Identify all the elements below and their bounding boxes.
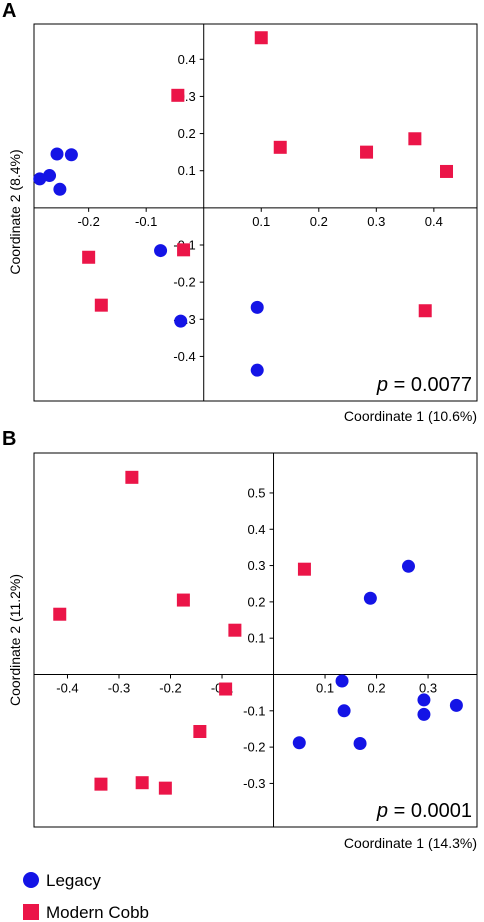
- panel-b-x-tick-label: -0.4: [56, 680, 78, 695]
- panel-a-x-tick-label: 0.1: [252, 214, 270, 229]
- panel-a-x-tick-label: -0.2: [77, 214, 99, 229]
- panel-a-point-legacy: [174, 314, 188, 328]
- panel-a-pvalue-text: = 0.0077: [388, 374, 472, 396]
- panel-b-ylabel: Coordinate 2 (11.2%): [7, 574, 23, 706]
- panel-b-y-tick-label: 0.4: [247, 522, 265, 537]
- panel-a-y-tick-label: 0.2: [178, 126, 196, 141]
- panel-a-point-legacy: [250, 300, 264, 314]
- panel-b-pvalue-text: = 0.0001: [388, 800, 472, 822]
- legend-modern-marker: [23, 904, 39, 920]
- panel-b-point-modern-cobb: [158, 781, 172, 795]
- panel-b-point-legacy: [353, 736, 367, 750]
- panel-b-point-legacy: [449, 698, 463, 712]
- legend-legacy-marker: [23, 872, 39, 888]
- panel-a-x-tick-label: 0.2: [310, 214, 328, 229]
- panel-b-point-legacy: [417, 693, 431, 707]
- panel-a-xlabel: Coordinate 1 (10.6%): [344, 408, 477, 424]
- panel-b-point-modern-cobb: [297, 562, 311, 576]
- panel-a-point-legacy: [154, 244, 168, 258]
- panel-a-point-legacy: [50, 147, 64, 161]
- panel-b-point-modern-cobb: [53, 607, 67, 621]
- panel-b-point-legacy: [417, 707, 431, 721]
- legend: Legacy Modern Cobb: [23, 871, 149, 922]
- panel-a-point-modern-cobb: [94, 298, 108, 312]
- panel-b-x-tick-label: 0.1: [316, 680, 334, 695]
- panel-a-pvalue: p = 0.0077: [376, 374, 472, 396]
- panel-a-point-modern-cobb: [254, 31, 268, 45]
- panel-b-point-modern-cobb: [219, 682, 233, 696]
- panel-a-point-modern-cobb: [440, 164, 454, 178]
- panel-a-point-legacy: [33, 172, 47, 186]
- panel-a-point-modern-cobb: [418, 304, 432, 318]
- panel-a-y-tick-label: 0.1: [178, 163, 196, 178]
- panel-b-plot: -0.4 -0.3 -0.2 -0.1 0.1 0.2 0.3 0.5 0.4 0.3 0.2 0.1…: [34, 453, 477, 827]
- legend-modern-label: Modern Cobb: [46, 903, 149, 922]
- panel-b-point-modern-cobb: [228, 623, 242, 637]
- panel-b-label: B: [2, 428, 16, 450]
- panel-b-y-tick-label: -0.2: [243, 740, 265, 755]
- panel-b-x-tick-label: -0.2: [159, 680, 181, 695]
- panel-b-point-legacy: [292, 736, 306, 750]
- panel-a-y-tick-label: -0.4: [173, 349, 195, 364]
- panel-a-label: A: [2, 0, 16, 22]
- panel-a-point-modern-cobb: [273, 140, 287, 154]
- panel-a-point-modern-cobb: [360, 145, 374, 159]
- panel-b-point-legacy: [337, 704, 351, 718]
- panel-a-point-legacy: [53, 182, 67, 196]
- panel-a-point-modern-cobb: [82, 250, 96, 264]
- panel-b-y-tick-label: -0.1: [243, 703, 265, 718]
- panel-a-point-modern-cobb: [171, 88, 185, 102]
- panel-b-x-tick-label: 0.3: [419, 680, 437, 695]
- panel-a-x-tick-label: 0.3: [367, 214, 385, 229]
- panel-b-y-tick-label: 0.5: [247, 485, 265, 500]
- panel-a-ylabel: Coordinate 2 (8.4%): [7, 149, 23, 274]
- panel-b-point-modern-cobb: [125, 470, 139, 484]
- panel-b-y-tick-label: 0.1: [247, 631, 265, 646]
- panel-a-point-legacy: [250, 363, 264, 377]
- panel-b-y-tick-label: 0.3: [247, 558, 265, 573]
- panel-b-point-modern-cobb: [94, 777, 108, 791]
- panel-b-point-modern-cobb: [193, 725, 207, 739]
- panel-b-point-legacy: [363, 591, 377, 605]
- panel-b-point-modern-cobb: [135, 776, 149, 790]
- panel-a-x-tick-label: -0.1: [135, 214, 157, 229]
- panel-a-point-modern-cobb: [408, 132, 422, 146]
- panel-b-frame: [33, 452, 478, 828]
- panel-a-plot: -0.2-0.10.10.20.30.40.40.30.20.1-0.1-0.2…: [33, 24, 477, 401]
- panel-a-frame: [33, 23, 478, 402]
- panel-b-point-legacy: [335, 674, 349, 688]
- panel-a-point-modern-cobb: [177, 243, 191, 257]
- panel-b-pvalue: p = 0.0001: [376, 800, 472, 822]
- panel-b-x-tick-label: 0.2: [368, 680, 386, 695]
- legend-legacy-label: Legacy: [46, 871, 101, 890]
- panel-a-point-legacy: [43, 169, 57, 183]
- panel-b-point-legacy: [401, 559, 415, 573]
- panel-b-x-tick-label: -0.3: [108, 680, 130, 695]
- panel-b-xlabel: Coordinate 1 (14.3%): [344, 835, 477, 851]
- panel-a-y-tick-label: -0.2: [173, 275, 195, 290]
- panel-b-point-modern-cobb: [176, 593, 190, 607]
- panel-a-point-legacy: [64, 148, 78, 162]
- panel-b-y-tick-label: -0.3: [243, 776, 265, 791]
- panel-b-pvalue-symbol: p: [376, 800, 388, 822]
- panel-a-x-tick-label: 0.4: [425, 214, 443, 229]
- panel-a-pvalue-symbol: p: [376, 374, 388, 396]
- panel-b-y-tick-label: 0.2: [247, 594, 265, 609]
- panel-a-y-tick-label: 0.4: [178, 52, 196, 67]
